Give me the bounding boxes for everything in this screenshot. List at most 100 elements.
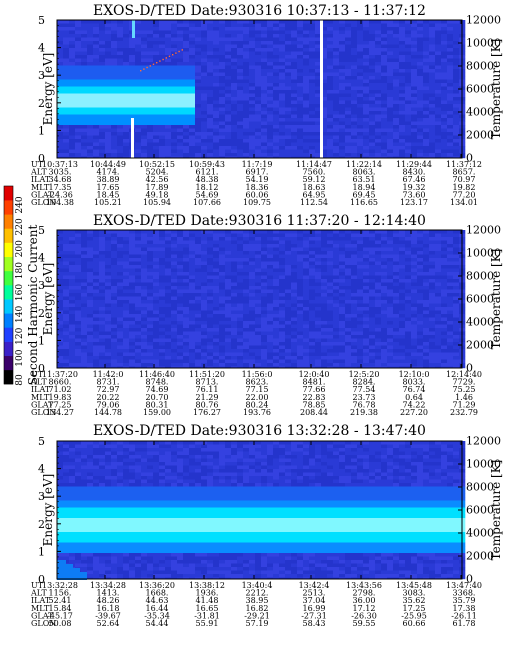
heatmap-cell: [219, 321, 226, 325]
heatmap-cell: [111, 69, 118, 73]
heatmap-cell: [195, 65, 202, 70]
heatmap-cell: [135, 233, 142, 238]
heatmap-cell: [297, 153, 304, 157]
heatmap-cell: [99, 338, 106, 343]
heatmap-cell: [405, 62, 412, 66]
heatmap-cell: [135, 128, 142, 133]
heatmap-cell: [213, 317, 220, 322]
heatmap-cell: [255, 128, 262, 133]
heatmap-cell: [129, 107, 136, 112]
heatmap-cell: [219, 233, 226, 238]
heatmap-cell: [177, 230, 184, 234]
heatmap-cell: [393, 83, 400, 87]
heatmap-cell: [285, 69, 292, 73]
heatmap-cell: [135, 265, 142, 269]
heatmap-cell: [309, 230, 316, 234]
heatmap-cell: [177, 107, 184, 112]
heatmap-cell: [123, 293, 130, 297]
heatmap-cell: [435, 51, 442, 56]
heatmap-cell: [123, 118, 130, 122]
heatmap-cell: [339, 275, 346, 280]
heatmap-cell: [255, 76, 262, 80]
table-row-label: ALT: [30, 168, 47, 177]
heatmap-cell: [447, 153, 454, 157]
heatmap-cell: [411, 135, 418, 140]
heatmap-cell: [357, 314, 364, 318]
heatmap-cell: [189, 121, 196, 126]
heatmap-cell: [225, 41, 232, 45]
heatmap-cell: [129, 338, 136, 343]
heatmap-cell: [267, 107, 274, 112]
heatmap-cell: [123, 338, 130, 343]
heatmap-cell: [159, 34, 166, 38]
heatmap-cell: [135, 321, 142, 325]
heatmap-cell: [243, 30, 250, 35]
table-cell: 134.01: [450, 198, 478, 207]
heatmap-cell: [201, 37, 208, 42]
heatmap-cell: [291, 86, 298, 91]
heatmap-cell: [177, 125, 184, 129]
heatmap-cell: [249, 51, 256, 56]
heatmap-cell: [213, 331, 220, 336]
heatmap-cell: [309, 79, 316, 84]
heatmap-cell: [303, 268, 310, 273]
heatmap-cell: [129, 104, 136, 108]
heatmap-cell: [159, 345, 166, 350]
heatmap-cell: [135, 272, 142, 276]
heatmap-cell: [153, 20, 160, 24]
heatmap-cell: [147, 310, 154, 315]
heatmap-cell: [135, 314, 142, 318]
heatmap-cell: [147, 233, 154, 238]
heatmap-cell: [177, 27, 184, 31]
heatmap-cell: [75, 156, 82, 159]
heatmap-cell: [165, 65, 172, 70]
heatmap-cell: [219, 352, 226, 357]
heatmap-cell: [315, 114, 322, 119]
heatmap-cell: [189, 104, 196, 108]
heatmap-cell: [261, 149, 268, 154]
heatmap-cell: [147, 149, 154, 154]
heatmap-cell: [201, 34, 208, 38]
heatmap-cell: [111, 51, 118, 56]
heatmap-cell: [135, 149, 142, 154]
heatmap-cell: [117, 20, 124, 24]
heatmap-cell: [159, 135, 166, 140]
heatmap-cell: [129, 310, 136, 315]
heatmap-cell: [243, 100, 250, 105]
heatmap-cell: [87, 48, 94, 52]
heatmap-cell: [411, 23, 418, 28]
heatmap-cell: [369, 114, 376, 119]
heatmap-cell: [327, 230, 334, 234]
heatmap-cell: [297, 48, 304, 52]
heatmap-cell: [267, 254, 274, 259]
heatmap-cell: [81, 62, 88, 66]
heatmap-cell: [111, 289, 118, 294]
heatmap-cell: [225, 34, 232, 38]
heatmap-cell: [381, 142, 388, 147]
heatmap-cell: [273, 244, 280, 248]
heatmap-cell: [273, 76, 280, 80]
heatmap-cell: [231, 34, 238, 38]
heatmap-cell: [315, 265, 322, 269]
heatmap-cell: [219, 79, 226, 84]
heatmap-cell: [111, 258, 118, 262]
heatmap-cell: [189, 359, 196, 364]
heatmap-cell: [321, 41, 328, 45]
heatmap-cell: [309, 72, 316, 77]
heatmap-cell: [153, 359, 160, 364]
heatmap-cell: [339, 153, 346, 157]
heatmap-cell: [345, 97, 352, 101]
heatmap-cell: [267, 34, 274, 38]
heatmap-cell: [123, 324, 130, 329]
heatmap-cell: [297, 272, 304, 276]
heatmap-cell: [195, 230, 202, 234]
heatmap-cell: [57, 261, 64, 266]
heatmap-cell: [321, 307, 328, 311]
heatmap-cell: [195, 149, 202, 154]
heatmap-cell: [75, 247, 82, 252]
heatmap-cell: [117, 363, 124, 367]
heatmap-cell: [177, 149, 184, 154]
heatmap-cell: [309, 352, 316, 357]
heatmap-cell: [279, 139, 286, 143]
heatmap-cell: [279, 268, 286, 273]
